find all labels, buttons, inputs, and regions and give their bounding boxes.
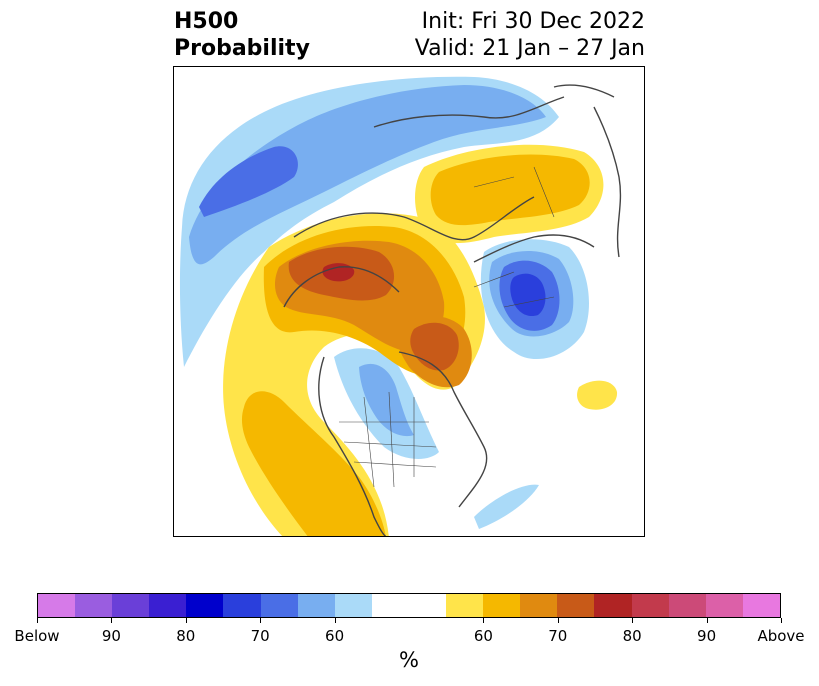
colorbar-tick bbox=[632, 618, 634, 623]
blue-area-pacific-60 bbox=[189, 85, 546, 265]
colorbar-segment bbox=[149, 594, 187, 617]
colorbar-tick-label: Above bbox=[757, 627, 805, 645]
colorbar-segment bbox=[371, 594, 409, 617]
colorbar-tick-label: 60 bbox=[325, 627, 345, 645]
red-area-canada-90 bbox=[322, 263, 355, 282]
orange-area-pacific-60 bbox=[241, 391, 386, 536]
colorbar-segment bbox=[631, 594, 669, 617]
colorbar-segment bbox=[668, 594, 706, 617]
blue-area-us-60 bbox=[359, 363, 414, 437]
colorbar-tick-label: Below bbox=[14, 627, 60, 645]
colorbar-segment bbox=[112, 594, 150, 617]
colorbar-tick-label: 70 bbox=[250, 627, 270, 645]
colorbar-segment bbox=[483, 594, 521, 617]
init-date: Init: Fri 30 Dec 2022 bbox=[421, 9, 645, 34]
colorbar-tick bbox=[185, 618, 187, 623]
colorbar-segment bbox=[223, 594, 261, 617]
colorbar-tick-label: 80 bbox=[176, 627, 196, 645]
colorbar bbox=[37, 593, 781, 618]
colorbar-unit: % bbox=[399, 648, 419, 672]
title-type: Probability bbox=[174, 36, 310, 61]
colorbar-tick bbox=[260, 618, 262, 623]
colorbar-segment bbox=[334, 594, 372, 617]
map-svg bbox=[179, 76, 622, 536]
blue-area-atlantic-light bbox=[474, 484, 539, 529]
colorbar-tick-label: 70 bbox=[548, 627, 568, 645]
colorbar-segment bbox=[408, 594, 447, 617]
state-boundaries bbox=[339, 166, 555, 488]
probability-map bbox=[173, 66, 645, 537]
colorbar-tick bbox=[557, 618, 559, 623]
colorbar-tick bbox=[111, 618, 113, 623]
colorbar-segment bbox=[520, 594, 558, 617]
colorbar-tick bbox=[37, 618, 38, 623]
chart-title-right: Init: Fri 30 Dec 2022 Valid: 21 Jan – 27… bbox=[415, 8, 645, 62]
colorbar-tick-label: 60 bbox=[473, 627, 493, 645]
chart-title-left: H500 Probability bbox=[174, 8, 310, 62]
colorbar-segment bbox=[297, 594, 335, 617]
colorbar-segment bbox=[38, 594, 76, 617]
coastlines bbox=[283, 84, 622, 536]
blue-area-pacific-70 bbox=[199, 146, 298, 217]
colorbar-tick-label: 90 bbox=[101, 627, 121, 645]
colorbar-tick-label: 90 bbox=[697, 627, 717, 645]
colorbar-tick bbox=[334, 618, 336, 623]
yellow-area-atlantic-small bbox=[577, 380, 618, 410]
colorbar-tick-label: 80 bbox=[622, 627, 642, 645]
colorbar-segment bbox=[705, 594, 743, 617]
colorbar-segment bbox=[557, 594, 595, 617]
colorbar-segment bbox=[260, 594, 298, 617]
colorbar-segment bbox=[594, 594, 632, 617]
valid-range: Valid: 21 Jan – 27 Jan bbox=[414, 36, 645, 61]
colorbar-segment bbox=[75, 594, 113, 617]
colorbar-tick bbox=[781, 618, 782, 623]
blue-area-europe-80 bbox=[510, 273, 546, 317]
colorbar-tick bbox=[706, 618, 708, 623]
colorbar-tick bbox=[483, 618, 485, 623]
colorbar-segment bbox=[446, 594, 484, 617]
title-variable: H500 bbox=[174, 9, 239, 34]
colorbar-ticks bbox=[37, 618, 782, 626]
colorbar-segment bbox=[742, 594, 780, 617]
colorbar-segment bbox=[186, 594, 224, 617]
